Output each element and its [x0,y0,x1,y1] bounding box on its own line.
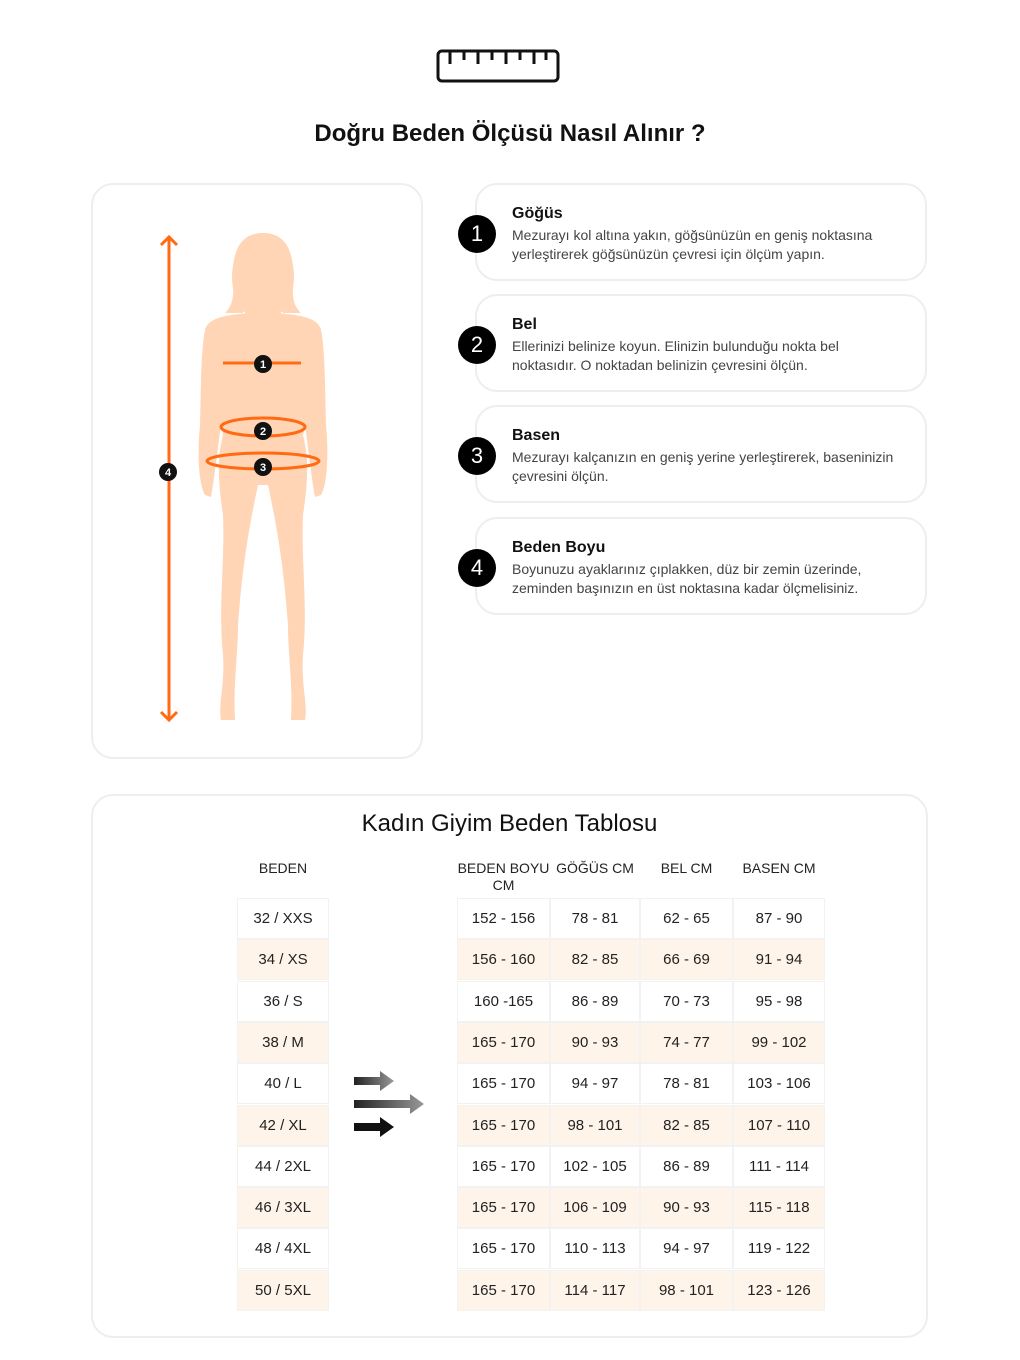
table-cell: 110 - 113 [550,1228,640,1270]
step-title: Beden Boyu [512,539,606,556]
table-cell: 98 - 101 [550,1104,640,1146]
table-cell: 66 - 69 [640,939,733,981]
marker-1: 1 [260,359,266,371]
table-cell: 156 - 160 [457,939,550,981]
table-cell: 34 / XS [237,939,329,981]
table-cell: 82 - 85 [640,1104,733,1146]
column-header: BEL CM [660,860,713,876]
table-cell: 90 - 93 [550,1021,640,1063]
table-cell: 62 - 65 [640,898,733,939]
table-cell: 103 - 106 [733,1063,825,1105]
column-header: BEDEN BOYU CM [457,860,550,893]
step-text: Mezurayı kalçanızın en geniş yerine yerl… [512,449,894,484]
step-title: Bel [512,316,537,333]
table-cell: 165 - 170 [457,1021,550,1063]
page-title: Doğru Beden Ölçüsü Nasıl Alınır ? [314,120,706,147]
body-figure: 1 2 3 4 [159,233,328,723]
step-number-badge: 3 [458,437,496,475]
table-cell: 46 / 3XL [237,1187,329,1229]
table-cell: 42 / XL [237,1104,329,1146]
ruler-icon [436,49,560,83]
table-cell: 78 - 81 [550,898,640,939]
table-cell: 44 / 2XL [237,1145,329,1187]
table-cell: 94 - 97 [550,1063,640,1105]
step-card-2: Bel Ellerinizi belinize koyun. Elinizin b… [475,294,927,392]
table-cell: 165 - 170 [457,1228,550,1270]
table-cell: 40 / L [237,1063,329,1105]
table-cell: 165 - 170 [457,1104,550,1146]
table-cell: 94 - 97 [640,1228,733,1270]
step-number-badge: 2 [458,326,496,364]
column-header: BEDEN [258,860,308,876]
table-cell: 90 - 93 [640,1187,733,1229]
table-cell: 98 - 101 [640,1269,733,1311]
table-cell: 74 - 77 [640,1021,733,1063]
marker-2: 2 [260,426,266,438]
step-title: Göğüs [512,205,563,222]
table-cell: 36 / S [237,980,329,1022]
step-number-badge: 4 [458,549,496,587]
step-number-badge: 1 [458,215,496,253]
table-cell: 78 - 81 [640,1063,733,1105]
table-title: Kadın Giyim Beden Tablosu [361,810,658,837]
table-cell: 50 / 5XL [237,1269,329,1311]
table-cell: 165 - 170 [457,1187,550,1229]
step-text: Mezurayı kol altına yakın, göğsünüzün en… [512,227,873,262]
arrows-icon [354,1071,424,1137]
table-cell: 38 / M [237,1021,329,1063]
step-card-3: Basen Mezurayı kalçanızın en geniş yerine… [475,405,927,503]
table-cell: 99 - 102 [733,1021,825,1063]
table-cell: 111 - 114 [733,1145,825,1187]
marker-3: 3 [260,462,266,474]
table-cell: 165 - 170 [457,1269,550,1311]
table-cell: 86 - 89 [640,1145,733,1187]
table-cell: 106 - 109 [550,1187,640,1229]
table-cell: 82 - 85 [550,939,640,981]
table-cell: 87 - 90 [733,898,825,939]
table-cell: 107 - 110 [733,1104,825,1146]
table-cell: 48 / 4XL [237,1228,329,1270]
table-cell: 123 - 126 [733,1269,825,1311]
table-cell: 160 -165 [457,980,550,1022]
column-header: GÖĞÜS CM [556,860,634,876]
table-cell: 70 - 73 [640,980,733,1022]
table-cell: 95 - 98 [733,980,825,1022]
table-cell: 114 - 117 [550,1269,640,1311]
marker-4: 4 [165,467,172,479]
table-cell: 102 - 105 [550,1145,640,1187]
table-cell: 165 - 170 [457,1063,550,1105]
table-cell: 115 - 118 [733,1187,825,1229]
column-header: BASEN CM [742,860,816,876]
table-cell: 152 - 156 [457,898,550,939]
step-text: Boyunuzu ayaklarınız çıplakken, düz bir … [512,561,862,596]
table-cell: 91 - 94 [733,939,825,981]
step-text: Ellerinizi belinize koyun. Elinizin bulu… [512,338,839,373]
table-cell: 86 - 89 [550,980,640,1022]
step-card-4: Beden Boyu Boyunuzu ayaklarınız çıplakken… [475,517,927,615]
table-cell: 32 / XXS [237,898,329,939]
step-title: Basen [512,427,561,444]
size-table-card [91,794,928,1338]
figure-card: 1 2 3 4 [91,183,423,759]
step-card-1: Göğüs Mezurayı kol altına yakın, göğsünüz… [475,183,927,281]
table-cell: 119 - 122 [733,1228,825,1270]
table-cell: 165 - 170 [457,1145,550,1187]
